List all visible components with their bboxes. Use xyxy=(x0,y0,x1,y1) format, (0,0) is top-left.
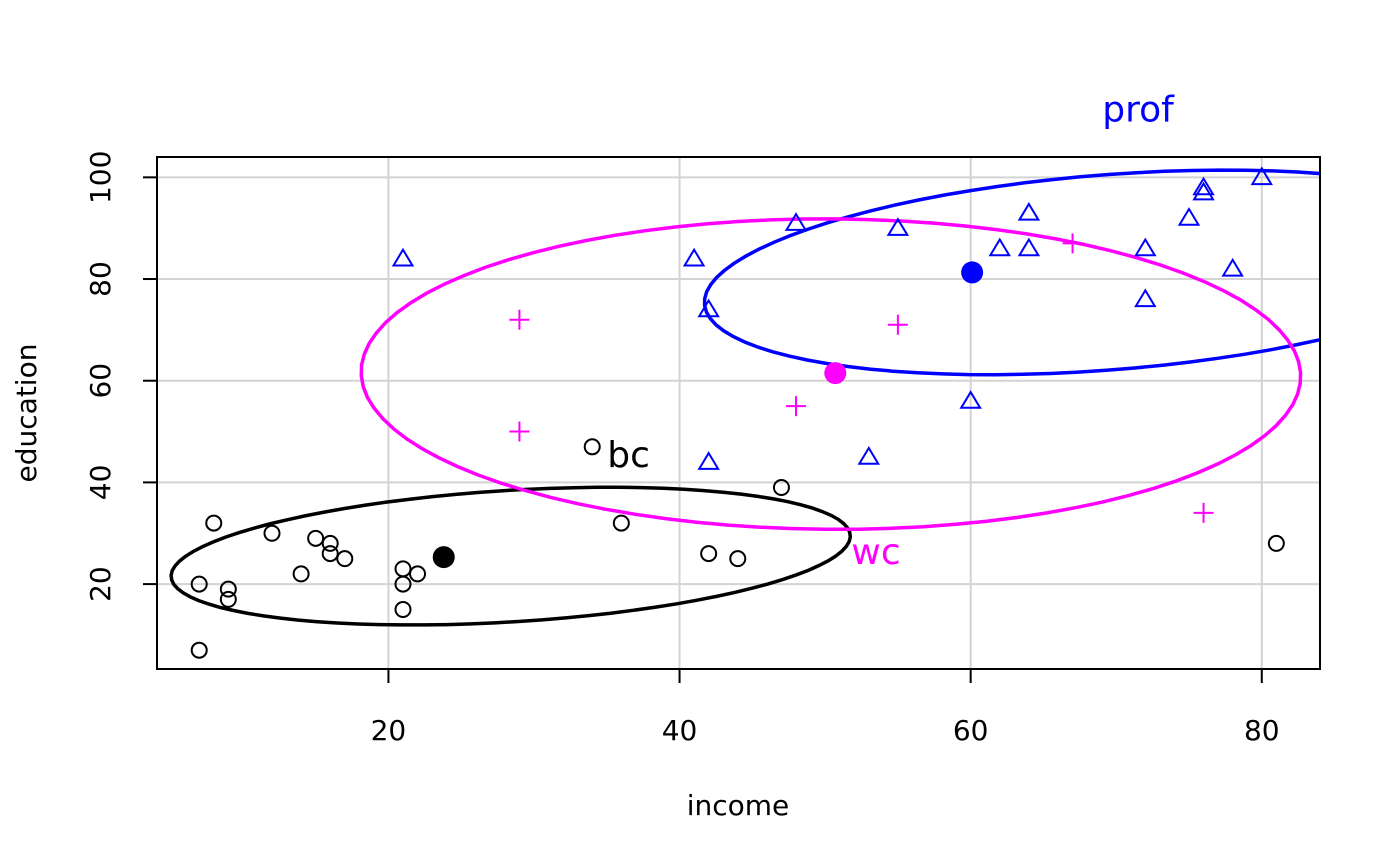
data-point-bc xyxy=(292,565,310,583)
x-tick-label: 80 xyxy=(1244,714,1280,747)
data-point-bc xyxy=(583,438,601,456)
data-point-wc xyxy=(509,421,530,442)
data-point-bc xyxy=(394,601,412,619)
data-point-prof xyxy=(1017,237,1041,257)
data-point-prof xyxy=(1134,237,1157,257)
y-tick-label: 40 xyxy=(84,465,117,501)
data-point-wc xyxy=(887,314,908,335)
ellipse-wc xyxy=(359,217,1303,532)
data-point-bc xyxy=(205,514,223,532)
group-label-layer: bc wc prof xyxy=(607,89,1175,572)
data-point-bc xyxy=(219,580,237,598)
data-point-prof xyxy=(857,446,880,465)
data-point-prof xyxy=(1017,201,1041,221)
axis-layer: 20 40 60 80 20 40 60 80 100 xyxy=(84,151,1280,747)
data-point-prof xyxy=(886,217,910,236)
mean-point-bc xyxy=(432,546,455,569)
x-tick-label: 60 xyxy=(953,714,989,747)
data-point-prof xyxy=(697,451,720,470)
data-point-prof xyxy=(1177,207,1201,226)
data-point-prof xyxy=(959,390,982,409)
mean-point-wc xyxy=(824,362,847,385)
data-point-prof xyxy=(1250,166,1273,186)
data-point-bc xyxy=(336,550,354,568)
data-point-wc xyxy=(509,309,530,330)
x-tick-label: 20 xyxy=(371,714,407,747)
data-point-bc xyxy=(394,560,412,578)
data-point-bc xyxy=(307,529,325,547)
data-point-bc xyxy=(409,565,427,583)
y-tick-label: 20 xyxy=(84,566,117,602)
y-tick-label: 60 xyxy=(84,363,117,399)
data-point-wc xyxy=(1193,502,1214,523)
data-point-prof xyxy=(784,212,808,231)
group-label-wc: wc xyxy=(851,532,900,573)
data-point-prof xyxy=(391,247,415,267)
y-tick-label: 80 xyxy=(84,261,117,297)
data-point-bc xyxy=(700,545,718,563)
point-layer xyxy=(190,166,1285,659)
data-point-wc xyxy=(785,396,806,417)
data-point-bc xyxy=(190,641,208,659)
ellipse-layer xyxy=(169,168,1320,627)
data-point-bc xyxy=(1267,534,1285,552)
data-point-prof xyxy=(1192,181,1215,201)
ellipse-bc xyxy=(169,485,853,627)
mean-point-prof xyxy=(961,261,984,284)
ellipse-prof xyxy=(702,168,1320,377)
data-point-prof xyxy=(682,247,706,267)
data-point-bc xyxy=(190,575,208,593)
x-tick-label: 40 xyxy=(662,714,698,747)
data-point-bc xyxy=(772,478,790,496)
data-point-wc xyxy=(1062,233,1083,254)
y-axis-title: education xyxy=(10,344,43,483)
data-point-bc xyxy=(321,534,339,552)
data-point-bc xyxy=(729,550,747,568)
y-tick-label: 100 xyxy=(84,151,117,204)
data-point-bc xyxy=(321,545,339,563)
data-point-bc xyxy=(219,590,237,608)
data-point-prof xyxy=(1192,176,1215,196)
data-point-bc xyxy=(612,514,630,532)
data-point-prof xyxy=(988,237,1011,257)
data-point-prof xyxy=(697,298,720,318)
group-label-bc: bc xyxy=(607,435,650,476)
data-point-bc xyxy=(263,524,281,542)
data-point-prof xyxy=(1134,288,1157,308)
data-point-prof xyxy=(1221,257,1244,277)
grid-lines xyxy=(157,157,1320,669)
x-axis-title: income xyxy=(687,789,790,822)
group-label-prof: prof xyxy=(1102,89,1175,130)
plot-frame xyxy=(156,156,1321,670)
